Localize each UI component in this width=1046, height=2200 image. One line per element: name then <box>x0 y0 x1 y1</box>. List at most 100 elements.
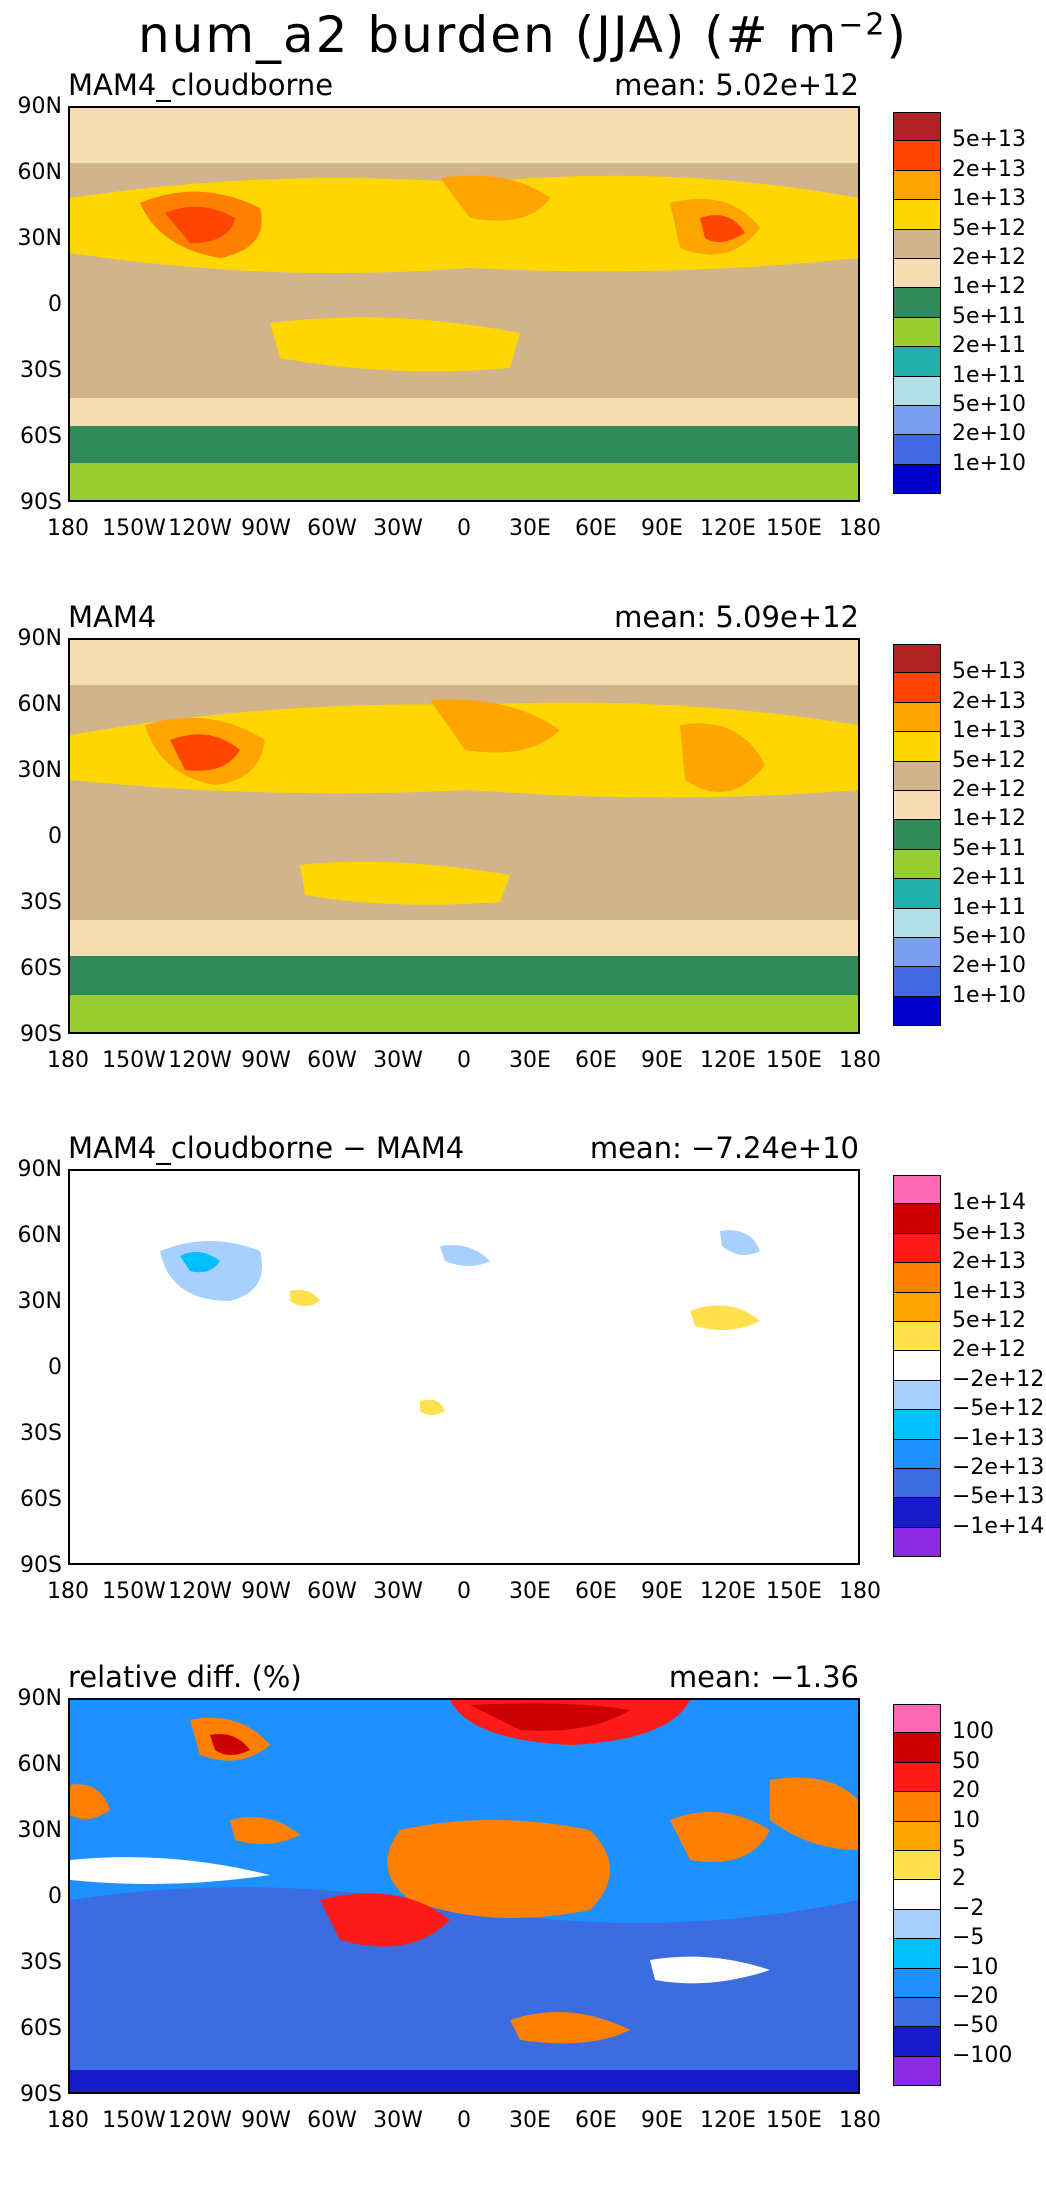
colorbar-swatch <box>893 229 941 259</box>
colorbar-label: 5e+11 <box>952 303 1026 329</box>
lat-tick-label: 90N <box>17 1157 62 1182</box>
colorbar-label: 5e+13 <box>952 127 1026 153</box>
colorbar-swatch <box>893 347 941 377</box>
colorbar-swatch <box>893 1175 941 1205</box>
lat-tick-label: 0 <box>48 1884 62 1909</box>
lon-tick-label: 120E <box>700 1579 756 1604</box>
lon-tick-label: 180 <box>47 1579 89 1604</box>
lat-tick-label: 30S <box>20 358 62 383</box>
lon-tick-label: 180 <box>839 516 881 541</box>
colorbar-label: −2e+12 <box>952 1366 1045 1392</box>
panel-cloudborne: MAM4_cloudborne mean: 5.02e+12 90N 60N 30N… <box>0 68 1046 608</box>
colorbar-label: −1e+14 <box>952 1513 1045 1539</box>
colorbar-label: −2e+13 <box>952 1455 1045 1480</box>
lon-tick-label: 30W <box>373 2108 423 2133</box>
colorbar-swatch <box>893 1762 941 1793</box>
lat-tick-label: 0 <box>48 1355 62 1380</box>
lat-tick-label: 30S <box>20 890 62 915</box>
colorbar-label: −100 <box>952 2042 1013 2068</box>
lon-tick-label: 90E <box>641 516 683 541</box>
lat-tick-label: 90N <box>17 94 62 119</box>
colorbar-swatch <box>893 996 941 1027</box>
colorbar-label: 1e+10 <box>952 450 1026 476</box>
lon-tick-label: 120E <box>700 2108 756 2133</box>
colorbar-swatch <box>893 849 941 880</box>
lon-tick-label: 30W <box>373 1579 423 1604</box>
colorbar-label: 2e+10 <box>952 953 1026 979</box>
colorbar <box>893 1704 943 2087</box>
lon-tick-label: 90W <box>241 1579 291 1604</box>
colorbar-label: 1e+11 <box>952 362 1026 388</box>
lat-tick-label: 90N <box>17 1686 62 1711</box>
colorbar-swatch <box>893 1704 941 1734</box>
lat-tick-label: 60N <box>17 1223 62 1248</box>
lat-tick-label: 30N <box>17 1289 62 1314</box>
map-plot <box>68 1698 860 2094</box>
colorbar-label: 5e+10 <box>952 392 1026 417</box>
colorbar-swatch <box>893 1468 941 1499</box>
map-plot <box>68 106 860 502</box>
lon-tick-label: 150W <box>102 1579 166 1604</box>
colorbar-swatch <box>893 1733 941 1763</box>
colorbar-swatch <box>893 1850 941 1881</box>
colorbar-label: 20 <box>952 1778 980 1804</box>
lat-tick-label: 30S <box>20 1421 62 1446</box>
colorbar-label: −50 <box>952 2013 999 2039</box>
lon-tick-label: 90E <box>641 1579 683 1604</box>
colorbar-label: 5 <box>952 1837 966 1862</box>
colorbar-swatch <box>893 1792 941 1822</box>
colorbar-label: 1e+10 <box>952 982 1026 1008</box>
lat-tick-label: 60N <box>17 692 62 717</box>
colorbar-swatch <box>893 1410 941 1440</box>
lon-tick-label: 60W <box>307 1579 357 1604</box>
lon-tick-label: 0 <box>457 1048 471 1073</box>
colorbar-label: 10 <box>952 1807 980 1833</box>
colorbar-label: 2e+13 <box>952 156 1026 182</box>
colorbar-swatch <box>893 879 941 909</box>
lon-tick-label: 60E <box>575 1048 617 1073</box>
lat-tick-label: 30N <box>17 226 62 251</box>
panel-mean: mean: 5.09e+12 <box>614 600 859 634</box>
lat-tick-label: 90S <box>20 490 62 515</box>
colorbar-swatch <box>893 967 941 997</box>
colorbar-label: −20 <box>952 1984 999 2009</box>
colorbar-label: −2 <box>952 1895 985 1921</box>
colorbar-label: 5e+12 <box>952 1308 1026 1333</box>
colorbar-label: 2e+11 <box>952 865 1026 891</box>
colorbar-swatch <box>893 2056 941 2087</box>
colorbar-label: 5e+13 <box>952 659 1026 685</box>
lon-tick-label: 60E <box>575 2108 617 2133</box>
colorbar-swatch <box>893 702 941 733</box>
colorbar-label: 5e+10 <box>952 924 1026 949</box>
colorbar-swatch <box>893 732 941 762</box>
lon-tick-label: 30W <box>373 516 423 541</box>
panel-title: relative diff. (%) <box>68 1660 302 1694</box>
lon-tick-label: 120E <box>700 1048 756 1073</box>
colorbar-swatch <box>893 141 941 171</box>
colorbar-label: 1e+13 <box>952 186 1026 212</box>
lon-tick-label: 180 <box>839 1579 881 1604</box>
colorbar-swatch <box>893 288 941 318</box>
lon-tick-label: 150E <box>766 1048 822 1073</box>
colorbar-label: 1e+12 <box>952 806 1026 832</box>
colorbar-swatch <box>893 1263 941 1293</box>
lat-tick-label: 60S <box>20 1487 62 1512</box>
lon-tick-label: 150W <box>102 1048 166 1073</box>
colorbar-swatch <box>893 405 941 436</box>
lon-tick-label: 120E <box>700 516 756 541</box>
colorbar-swatch <box>893 1439 941 1469</box>
colorbar-label: 2 <box>952 1866 966 1892</box>
colorbar-swatch <box>893 1292 941 1322</box>
lon-tick-label: 150E <box>766 1579 822 1604</box>
colorbar-label: 2e+11 <box>952 333 1026 359</box>
colorbar-swatch <box>893 317 941 348</box>
colorbar-label: 5e+12 <box>952 747 1026 773</box>
colorbar-label: −5e+13 <box>952 1484 1045 1510</box>
colorbar-swatch <box>893 1321 941 1352</box>
lon-tick-label: 90W <box>241 1048 291 1073</box>
panel-title: MAM4 <box>68 600 157 634</box>
lon-tick-label: 30W <box>373 1048 423 1073</box>
lon-tick-label: 90E <box>641 1048 683 1073</box>
lat-tick-label: 60S <box>20 956 62 981</box>
colorbar-label: 2e+13 <box>952 688 1026 714</box>
